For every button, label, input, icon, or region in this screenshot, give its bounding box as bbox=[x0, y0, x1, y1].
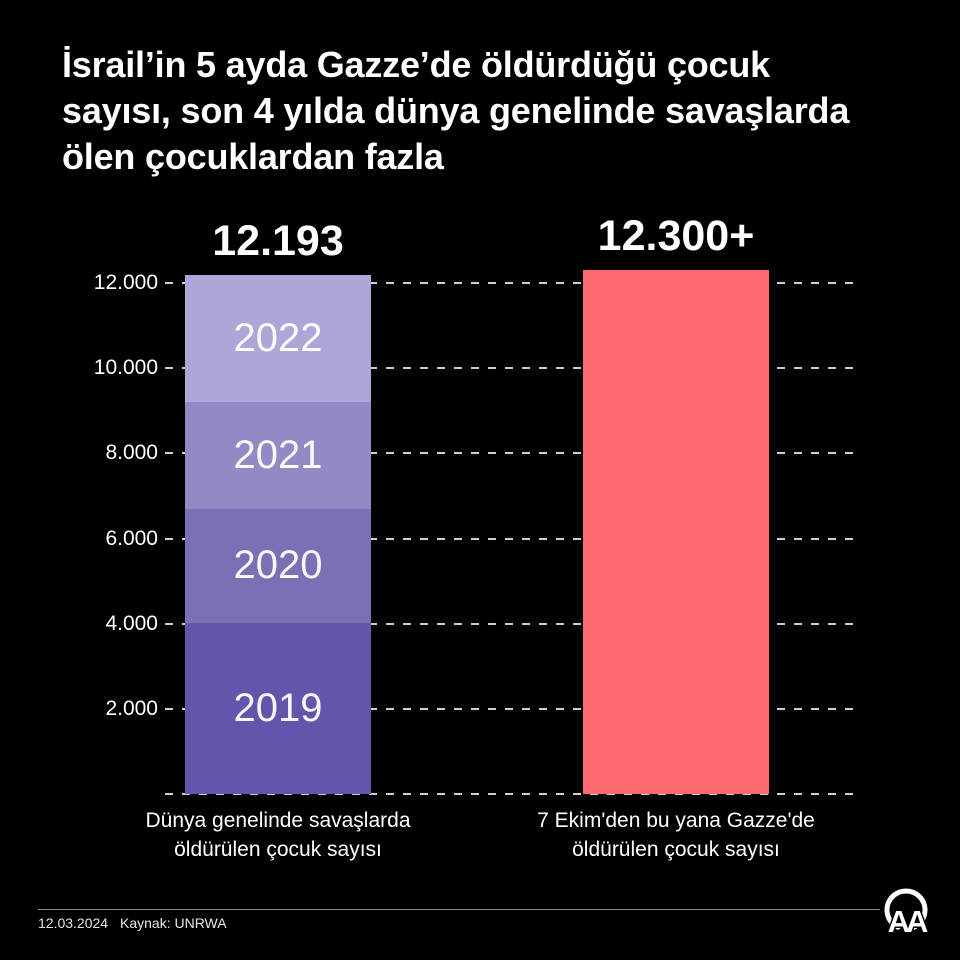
ytick-label-4000: 4.000 bbox=[105, 611, 158, 635]
footer-date: 12.03.2024 bbox=[38, 915, 109, 931]
bar-total-label-gaza-since-oct-7: 12.300+ bbox=[597, 212, 755, 261]
gridline-2000 bbox=[165, 707, 858, 710]
footer-divider bbox=[38, 909, 880, 910]
ytick-label-6000: 6.000 bbox=[105, 526, 158, 550]
segment-year-label: 2022 bbox=[233, 315, 323, 360]
ytick-label-10000: 10.000 bbox=[93, 356, 158, 380]
svg-text:AA: AA bbox=[888, 904, 928, 938]
ytick-label-12000: 12.000 bbox=[93, 271, 158, 294]
segment-year-label: 2020 bbox=[233, 543, 323, 588]
gridline-8000 bbox=[165, 452, 858, 455]
ytick-label-8000: 8.000 bbox=[105, 441, 158, 465]
gridline-4000 bbox=[165, 622, 858, 625]
bar-gaza-since-oct-7 bbox=[583, 270, 769, 794]
bar-segment-2022: 2022 bbox=[185, 274, 371, 402]
ytick-label-2000: 2.000 bbox=[105, 696, 158, 720]
gridline-0 bbox=[165, 793, 858, 795]
bar-segment-2020: 2020 bbox=[185, 509, 371, 623]
footer-source: Kaynak: UNRWA bbox=[120, 915, 227, 931]
gridline-12000 bbox=[165, 282, 858, 284]
aa-logo-icon: AA bbox=[884, 888, 933, 938]
segment-year-label: 2021 bbox=[233, 432, 323, 477]
headline: İsrail’in 5 ayda Gazze’de öldürdüğü çocu… bbox=[62, 44, 850, 177]
segment-year-label: 2019 bbox=[233, 685, 323, 730]
bar-segment-2021: 2021 bbox=[185, 401, 371, 509]
bar-segment-2019: 2019 bbox=[185, 622, 371, 794]
gridline-6000 bbox=[165, 537, 858, 540]
bar-total-label-world-wars-last-4-years: 12.193 bbox=[212, 216, 344, 265]
gridline-10000 bbox=[165, 367, 858, 370]
category-label-world-wars-last-4-years: Dünya genelinde savaşlarda öldürülen çoc… bbox=[145, 809, 411, 861]
category-label-gaza-since-oct-7: 7 Ekim'den bu yana Gazze'de öldürülen ço… bbox=[537, 809, 815, 861]
